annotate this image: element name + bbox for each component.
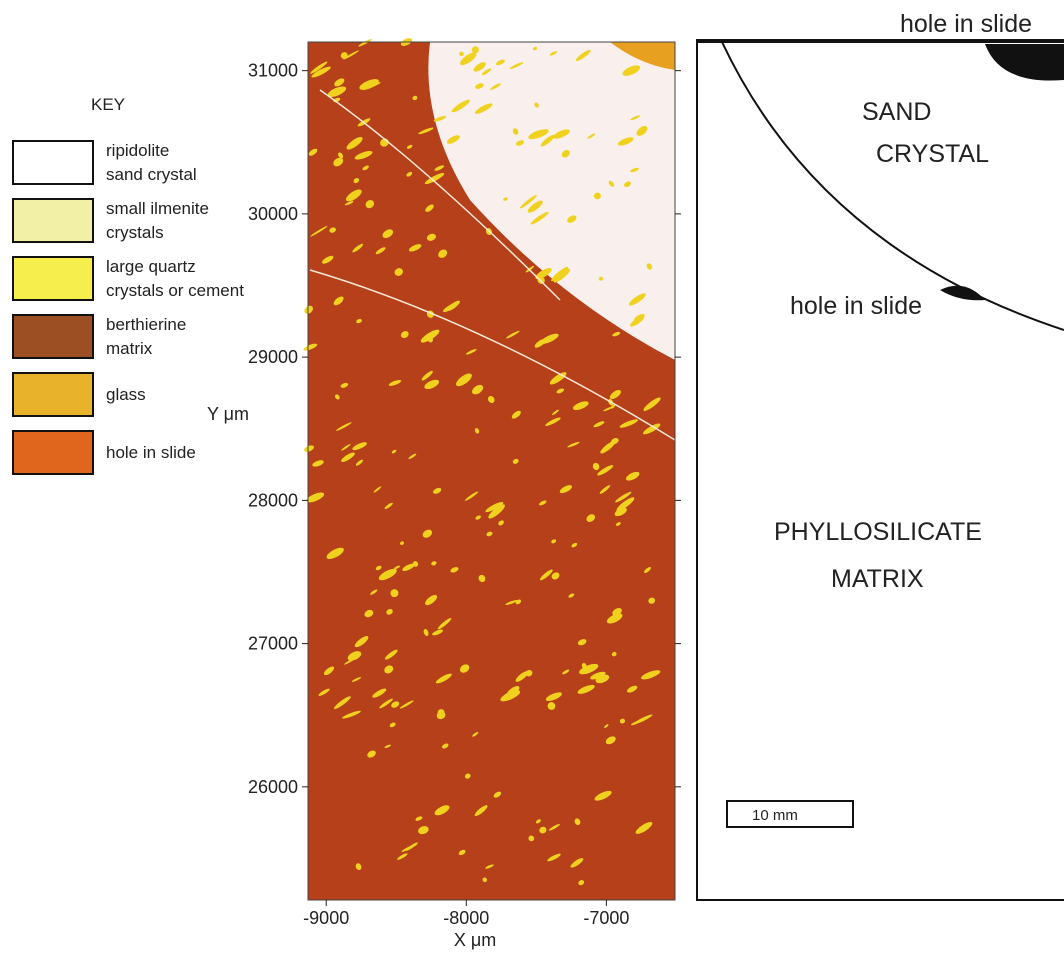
key-label: large quartz xyxy=(106,257,196,276)
label: PHYLLOSILICATE xyxy=(774,518,982,546)
key-label: crystals or cement xyxy=(106,281,244,300)
y-tick-label: 31000 xyxy=(248,61,298,81)
key-label: matrix xyxy=(106,339,153,358)
key-swatch xyxy=(13,141,93,184)
key-swatch xyxy=(13,257,93,300)
label: hole in slide xyxy=(790,292,922,320)
scale-label: 10 mm xyxy=(752,807,798,824)
key-swatch xyxy=(13,373,93,416)
key-swatch xyxy=(13,431,93,474)
label: SAND xyxy=(862,98,931,126)
label: CRYSTAL xyxy=(876,140,989,168)
key-swatch xyxy=(13,315,93,358)
key-label: ripidolite xyxy=(106,141,169,160)
key-label: glass xyxy=(106,385,146,404)
key-label: berthierine xyxy=(106,315,186,334)
schematic-frame xyxy=(697,40,1064,900)
schematic: hole in slide SAND CRYSTAL hole in slide… xyxy=(697,10,1064,900)
map: 26000 27000 28000 29000 30000 31000 -9000 -8000… xyxy=(207,36,681,950)
x-tick-label: -9000 xyxy=(303,908,349,928)
label: hole in slide xyxy=(900,10,1032,38)
figure: KEY ripidolite sand crystal small ilmenite… xyxy=(0,0,1064,950)
y-tick-label: 30000 xyxy=(248,204,298,224)
key-swatch xyxy=(13,199,93,242)
key-label: hole in slide xyxy=(106,443,196,462)
y-tick-label: 28000 xyxy=(248,490,298,510)
y-tick-label: 29000 xyxy=(248,347,298,367)
x-tick-label: -8000 xyxy=(443,908,489,928)
key-label: small ilmenite xyxy=(106,199,209,218)
x-tick-label: -7000 xyxy=(583,908,629,928)
key-title: KEY xyxy=(91,95,125,114)
key-label: crystals xyxy=(106,223,164,242)
y-axis-label: Y μm xyxy=(207,404,249,424)
key-label: sand crystal xyxy=(106,165,197,184)
y-tick-label: 27000 xyxy=(248,634,298,654)
x-axis-label: X μm xyxy=(454,930,496,950)
y-tick-label: 26000 xyxy=(248,777,298,797)
key: ripidolite sand crystal small ilmenite crys… xyxy=(13,141,244,474)
label: MATRIX xyxy=(831,565,924,593)
